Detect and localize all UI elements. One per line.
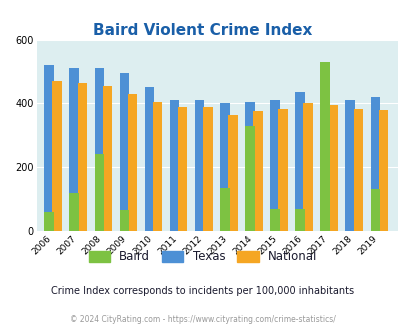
Bar <box>69 193 79 231</box>
Bar <box>119 210 129 231</box>
Bar <box>69 68 79 231</box>
Bar <box>94 68 104 231</box>
Text: Baird Violent Crime Index: Baird Violent Crime Index <box>93 23 312 38</box>
Bar <box>353 110 362 231</box>
Bar <box>77 82 87 231</box>
Bar <box>269 100 279 231</box>
Bar <box>202 107 212 231</box>
Legend: Baird, Texas, National: Baird, Texas, National <box>84 246 321 268</box>
Bar <box>277 109 287 231</box>
Bar <box>220 103 229 231</box>
Bar <box>177 107 187 231</box>
Bar <box>119 73 129 231</box>
Bar <box>303 103 312 231</box>
Bar <box>245 126 254 231</box>
Bar <box>194 100 204 231</box>
Bar <box>370 189 379 231</box>
Bar <box>378 110 387 231</box>
Bar <box>228 115 237 231</box>
Bar <box>320 91 329 231</box>
Bar <box>128 94 137 231</box>
Text: Crime Index corresponds to incidents per 100,000 inhabitants: Crime Index corresponds to incidents per… <box>51 286 354 296</box>
Text: © 2024 CityRating.com - https://www.cityrating.com/crime-statistics/: © 2024 CityRating.com - https://www.city… <box>70 315 335 324</box>
Bar <box>328 105 337 231</box>
Bar <box>102 86 112 231</box>
Bar <box>370 97 379 231</box>
Bar <box>44 65 54 231</box>
Bar <box>345 100 354 231</box>
Bar <box>220 188 229 231</box>
Bar <box>320 62 329 231</box>
Bar <box>144 87 154 231</box>
Bar <box>294 92 304 231</box>
Bar <box>52 81 62 231</box>
Bar <box>94 154 104 231</box>
Bar <box>269 209 279 231</box>
Bar <box>44 212 54 231</box>
Bar <box>253 112 262 231</box>
Bar <box>294 209 304 231</box>
Bar <box>245 102 254 231</box>
Bar <box>169 100 179 231</box>
Bar <box>152 102 162 231</box>
